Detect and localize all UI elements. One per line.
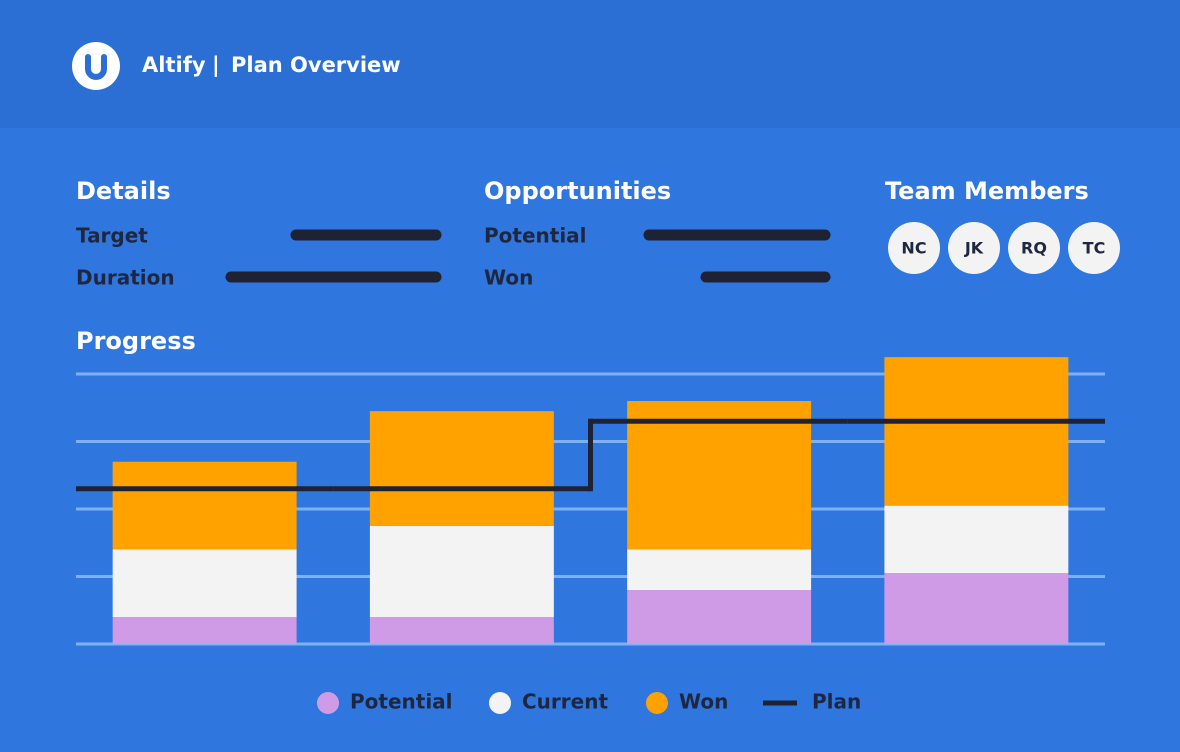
- field-label: Duration: [76, 266, 175, 290]
- member-avatar: [888, 222, 940, 274]
- bar-segment: [884, 505, 1069, 574]
- bar-segment: [627, 401, 812, 550]
- legend-label: Potential: [350, 690, 453, 714]
- header-bar: [0, 0, 1180, 128]
- page-title: Plan Overview: [231, 53, 401, 77]
- chart-title: Progress: [76, 327, 196, 355]
- bar-segment: [627, 549, 812, 590]
- legend-label: Won: [679, 690, 728, 714]
- legend-label: Current: [522, 690, 608, 714]
- section-title: Opportunities: [484, 177, 671, 205]
- legend-marker: [317, 692, 339, 714]
- logo-mark: [85, 54, 107, 80]
- legend-label: Plan: [812, 690, 861, 714]
- member-initials: JK: [964, 239, 984, 258]
- bar-segment: [112, 461, 297, 550]
- member-avatar: [1068, 222, 1120, 274]
- brand: Altify: [142, 53, 206, 77]
- bar-segment: [369, 525, 554, 617]
- legend-marker: [646, 692, 668, 714]
- field-label: Target: [76, 224, 148, 248]
- bar-segment: [112, 549, 297, 617]
- section-title: Team Members: [885, 177, 1089, 205]
- field-label: Won: [484, 266, 533, 290]
- member-avatar: [948, 222, 1000, 274]
- bar-segment: [369, 411, 554, 526]
- section-title: Details: [76, 177, 171, 205]
- member-initials: TC: [1083, 239, 1106, 258]
- bar-segment: [884, 573, 1069, 644]
- member-avatar: [1008, 222, 1060, 274]
- logo: [72, 42, 120, 90]
- member-initials: NC: [901, 239, 926, 258]
- member-initials: RQ: [1021, 239, 1047, 258]
- separator: |: [212, 53, 220, 78]
- bar-segment: [112, 617, 297, 644]
- bar-segment: [884, 357, 1069, 506]
- legend-marker: [489, 692, 511, 714]
- bar-segment: [627, 590, 812, 644]
- field-label: Potential: [484, 224, 587, 248]
- bar-segment: [369, 617, 554, 644]
